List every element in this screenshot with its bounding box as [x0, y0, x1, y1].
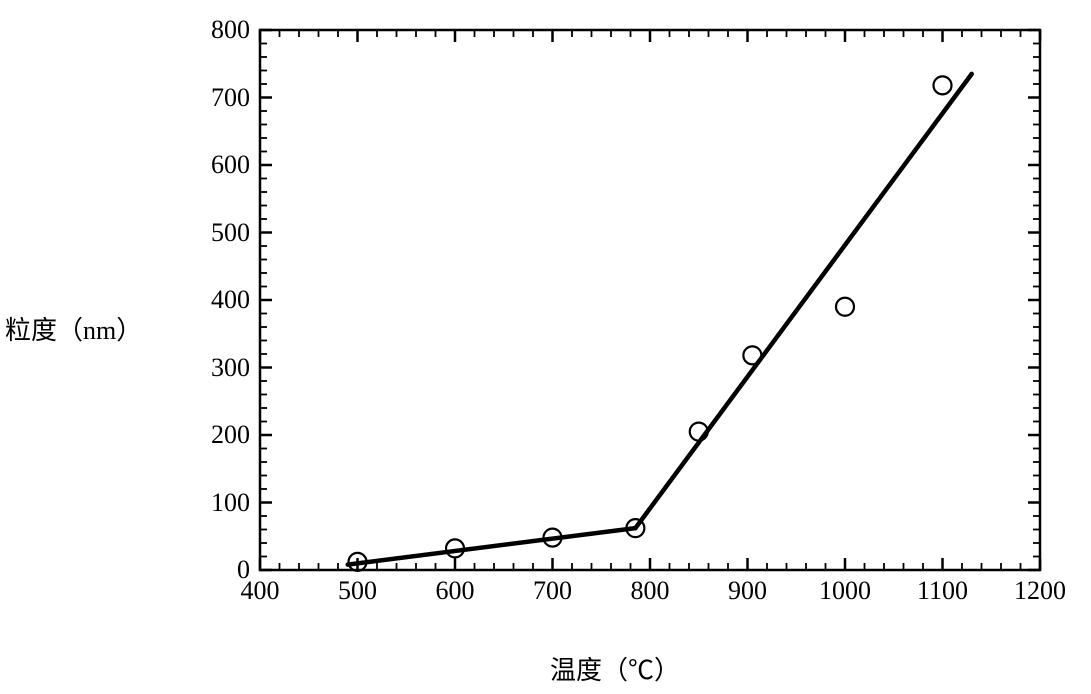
x-tick-label: 1100 [913, 576, 973, 606]
x-tick-label: 800 [620, 576, 680, 606]
x-tick-label: 1200 [1010, 576, 1070, 606]
plot-svg [200, 20, 1070, 630]
y-tick-label: 300 [190, 353, 250, 383]
x-tick-label: 700 [523, 576, 583, 606]
y-tick-label: 800 [190, 15, 250, 45]
y-tick-label: 600 [190, 150, 250, 180]
x-tick-label: 400 [230, 576, 290, 606]
y-tick-label: 400 [190, 285, 250, 315]
x-tick-label: 1000 [815, 576, 875, 606]
y-tick-label: 200 [190, 420, 250, 450]
x-tick-label: 500 [328, 576, 388, 606]
y-tick-label: 500 [190, 218, 250, 248]
y-tick-label: 700 [190, 83, 250, 113]
chart-page: 粒度（nm） 温度（℃） 0100200300400500600700800 4… [0, 0, 1091, 694]
y-axis-label: 粒度（nm） [5, 310, 142, 347]
y-tick-label: 100 [190, 488, 250, 518]
x-axis-label: 温度（℃） [550, 650, 680, 687]
x-tick-label: 600 [425, 576, 485, 606]
plot-container: 0100200300400500600700800 40050060070080… [200, 20, 1070, 630]
x-tick-label: 900 [718, 576, 778, 606]
